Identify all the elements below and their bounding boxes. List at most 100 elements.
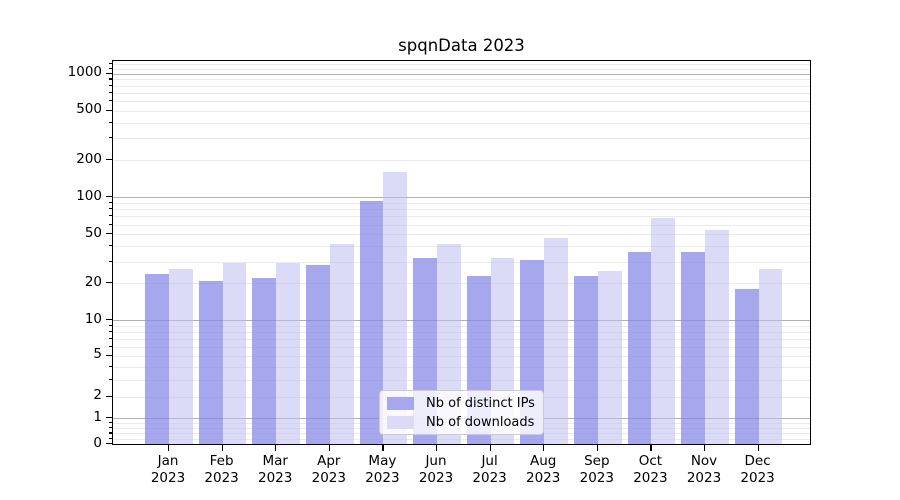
gridline-minor-50 bbox=[113, 234, 810, 236]
ytick-minor-mark-30 bbox=[109, 260, 112, 262]
ytick-label-20: 20 bbox=[84, 273, 102, 290]
bar-downloads-oct bbox=[651, 217, 676, 444]
bar-ips-dec bbox=[734, 288, 759, 444]
gridline-minor-5 bbox=[113, 355, 810, 357]
xtick-label-apr: Apr 2023 bbox=[311, 453, 346, 486]
ytick-minor-mark-0.4 bbox=[109, 432, 112, 434]
bar-downloads-dec bbox=[758, 269, 783, 444]
xtick-mark-feb bbox=[221, 445, 223, 451]
bar-downloads-feb bbox=[222, 263, 247, 444]
ytick-minor-mark-70 bbox=[109, 215, 112, 217]
gridline-minor-40 bbox=[113, 246, 810, 248]
gridline-major-1000 bbox=[113, 73, 810, 75]
legend-swatch-downloads bbox=[387, 415, 414, 429]
gridline-minor-9 bbox=[113, 325, 810, 327]
xtick-label-aug: Aug 2023 bbox=[526, 453, 561, 486]
ytick-mark-5 bbox=[106, 354, 112, 356]
ytick-label-0: 0 bbox=[93, 434, 102, 451]
legend-item-downloads: Nb of downloads bbox=[387, 414, 536, 430]
gridline-minor-800 bbox=[113, 85, 810, 87]
ytick-label-1000: 1000 bbox=[67, 64, 102, 81]
xtick-mark-jun bbox=[436, 445, 438, 451]
gridline-minor-400 bbox=[113, 122, 810, 124]
xtick-label-nov: Nov 2023 bbox=[686, 453, 722, 486]
xtick-mark-dec bbox=[757, 445, 759, 451]
bar-downloads-apr bbox=[329, 243, 354, 444]
ytick-label-500: 500 bbox=[76, 101, 102, 118]
ytick-label-2: 2 bbox=[93, 387, 102, 404]
xtick-label-jan: Jan 2023 bbox=[150, 453, 186, 486]
bar-ips-nov bbox=[681, 251, 705, 444]
bar-ips-oct bbox=[627, 251, 652, 444]
gridline-minor-8 bbox=[113, 331, 810, 333]
gridline-minor-30 bbox=[113, 261, 810, 263]
ytick-minor-mark-40 bbox=[109, 245, 112, 247]
bar-ips-jan bbox=[145, 273, 169, 444]
legend: Nb of distinct IPs Nb of downloads bbox=[379, 390, 544, 435]
ytick-minor-mark-900 bbox=[109, 78, 112, 80]
xtick-mark-jan bbox=[168, 445, 170, 451]
gridline-minor-6 bbox=[113, 346, 810, 348]
ytick-minor-mark-3 bbox=[109, 379, 112, 381]
ytick-minor-mark-90 bbox=[109, 201, 112, 203]
ytick-minor-mark-80 bbox=[109, 208, 112, 210]
ytick-mark-10 bbox=[106, 319, 112, 321]
ytick-label-50: 50 bbox=[84, 224, 102, 241]
ytick-mark-2 bbox=[106, 395, 112, 397]
legend-label-downloads: Nb of downloads bbox=[426, 414, 535, 430]
ytick-mark-1 bbox=[106, 417, 112, 419]
ytick-minor-mark-7 bbox=[109, 337, 112, 339]
ytick-minor-mark-300 bbox=[109, 137, 112, 139]
xtick-mark-apr bbox=[328, 445, 330, 451]
ytick-minor-mark-600 bbox=[109, 100, 112, 102]
ytick-mark-100 bbox=[106, 196, 112, 198]
ytick-label-5: 5 bbox=[93, 346, 102, 363]
bar-downloads-nov bbox=[705, 230, 729, 444]
gridline-minor-3 bbox=[113, 380, 810, 381]
xtick-mark-may bbox=[382, 445, 384, 451]
gridline-minor-700 bbox=[113, 92, 810, 94]
bar-layer bbox=[113, 61, 810, 444]
gridline-minor-0.2 bbox=[113, 438, 810, 440]
ytick-mark-1000 bbox=[106, 72, 112, 74]
bar-ips-feb bbox=[198, 280, 223, 444]
legend-swatch-distinct-ips bbox=[387, 396, 414, 410]
gridline-minor-500 bbox=[113, 110, 810, 112]
ytick-mark-0 bbox=[106, 443, 112, 445]
bar-ips-may bbox=[359, 201, 384, 444]
legend-item-distinct-ips: Nb of distinct IPs bbox=[387, 395, 536, 411]
ytick-label-200: 200 bbox=[76, 150, 102, 167]
ytick-minor-mark-0.8 bbox=[109, 422, 112, 424]
ytick-minor-mark-6 bbox=[109, 345, 112, 347]
ytick-mark-500 bbox=[106, 109, 112, 112]
legend-label-distinct-ips: Nb of distinct IPs bbox=[426, 395, 535, 411]
ytick-minor-mark-1200 bbox=[109, 63, 112, 65]
gridline-minor-1100 bbox=[113, 68, 810, 70]
gridline-minor-7 bbox=[113, 338, 810, 340]
gridline-minor-900 bbox=[113, 79, 810, 81]
gridline-minor-80 bbox=[113, 209, 810, 211]
ytick-minor-mark-0.2 bbox=[109, 437, 112, 439]
gridline-major-100 bbox=[113, 197, 810, 199]
ytick-mark-20 bbox=[106, 282, 112, 284]
ytick-minor-mark-9 bbox=[109, 324, 112, 326]
ytick-minor-mark-400 bbox=[109, 121, 112, 124]
xtick-mark-nov bbox=[704, 445, 706, 451]
bar-downloads-aug bbox=[544, 237, 568, 444]
ytick-label-1: 1 bbox=[93, 408, 102, 425]
gridline-minor-200 bbox=[113, 160, 810, 161]
bar-downloads-mar bbox=[276, 263, 300, 444]
gridline-minor-70 bbox=[113, 216, 810, 218]
bar-ips-mar bbox=[252, 278, 277, 444]
bar-downloads-may bbox=[383, 172, 408, 444]
xtick-label-mar: Mar 2023 bbox=[258, 453, 293, 486]
ytick-mark-200 bbox=[106, 159, 112, 161]
ytick-minor-mark-60 bbox=[109, 223, 112, 225]
xtick-mark-mar bbox=[275, 445, 277, 451]
chart-title: spqnData 2023 bbox=[398, 36, 525, 55]
gridline-major-10 bbox=[113, 320, 810, 322]
xtick-label-feb: Feb 2023 bbox=[204, 453, 239, 486]
gridline-minor-60 bbox=[113, 224, 810, 226]
bar-ips-sep bbox=[574, 275, 598, 444]
ytick-minor-mark-800 bbox=[109, 84, 112, 86]
